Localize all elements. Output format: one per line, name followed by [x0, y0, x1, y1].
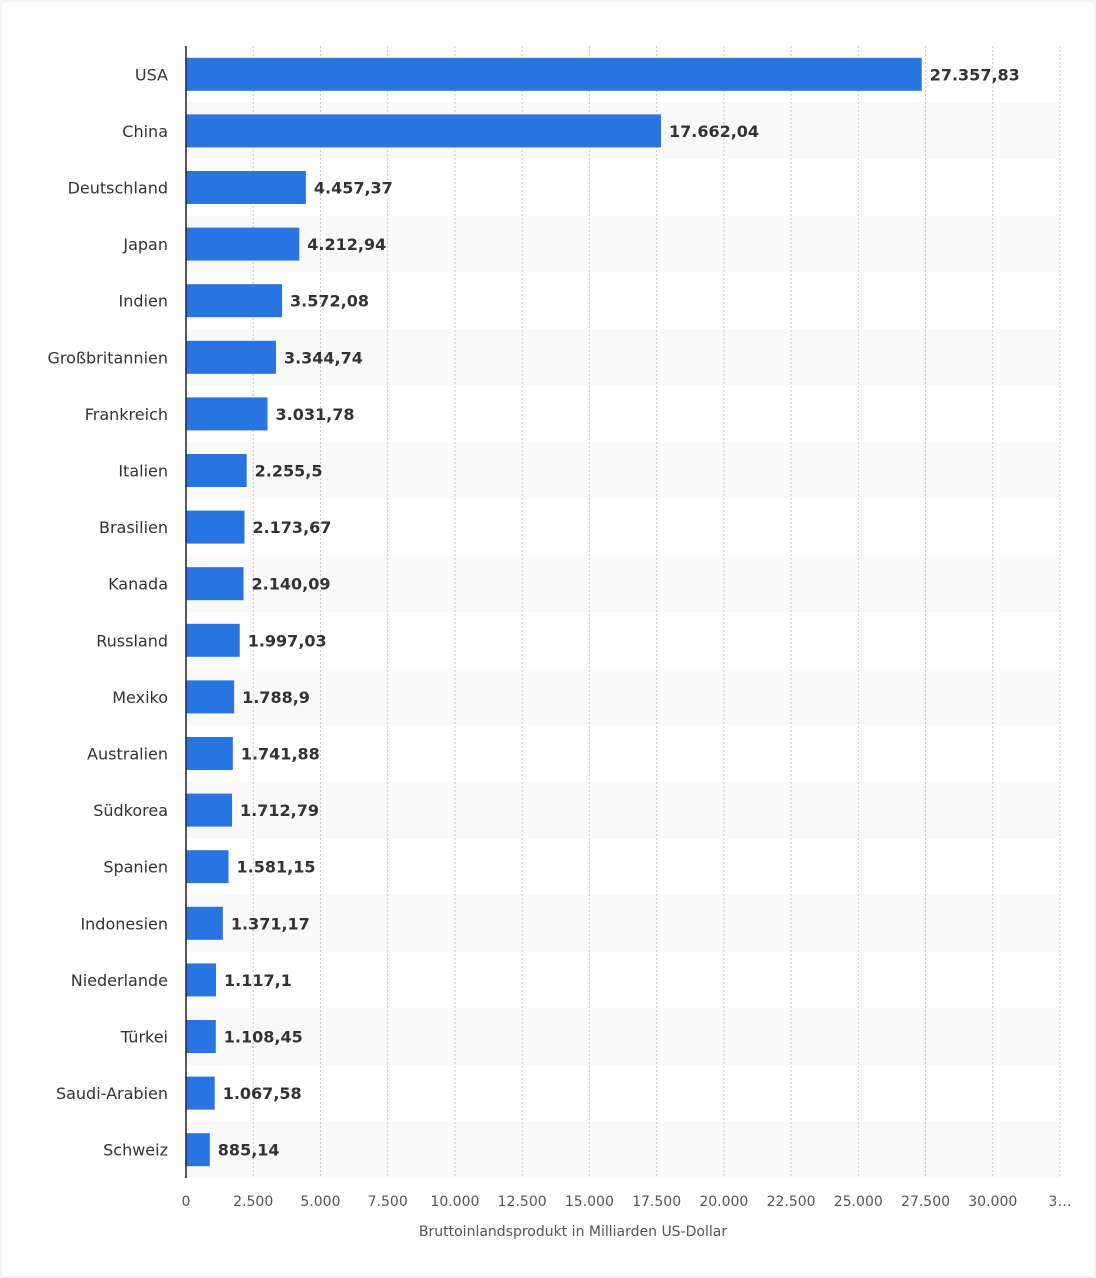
value-label: 1.067,58 [223, 1084, 302, 1103]
x-tick-label: 22.500 [767, 1194, 816, 1210]
value-label: 3.031,78 [276, 405, 355, 424]
bar [186, 963, 217, 997]
bar [186, 57, 922, 91]
row-band [186, 781, 1060, 839]
row-band [186, 442, 1060, 499]
bar [186, 623, 240, 657]
x-tick-label: 3… [1049, 1194, 1072, 1210]
category-label: USA [135, 65, 168, 84]
bar [186, 227, 300, 261]
category-label: Brasilien [99, 518, 168, 537]
bar [186, 1076, 215, 1110]
value-label: 2.173,67 [252, 518, 331, 537]
x-tick-label: 7.500 [368, 1194, 408, 1210]
value-label: 1.108,45 [224, 1028, 303, 1047]
bars [186, 57, 922, 1167]
x-tick-label: 0 [182, 1194, 191, 1210]
category-label: Frankreich [85, 405, 168, 424]
value-label: 1.741,88 [241, 745, 320, 764]
bar [186, 793, 233, 827]
value-labels: 27.357,83 17.662,04 4.457,37 4.212,94 3.572,… [218, 65, 1020, 1159]
value-label: 1.581,15 [237, 858, 316, 877]
bar [186, 510, 245, 544]
value-label: 3.572,08 [290, 292, 369, 311]
x-tick-label: 17.500 [632, 1194, 681, 1210]
category-label: Indien [119, 292, 168, 311]
category-label: Schweiz [103, 1141, 168, 1160]
x-tick-label: 10.000 [430, 1194, 479, 1210]
category-label: China [122, 122, 168, 141]
value-label: 2.140,09 [252, 575, 331, 594]
bar [186, 340, 276, 374]
value-label: 17.662,04 [669, 122, 759, 141]
value-label: 4.212,94 [307, 235, 386, 254]
category-label: Niederlande [71, 971, 168, 990]
category-label: Indonesien [80, 914, 168, 933]
value-label: 1.788,9 [242, 688, 310, 707]
bar [186, 171, 306, 204]
x-tick-label: 20.000 [699, 1194, 748, 1210]
value-label: 1.997,03 [248, 631, 327, 650]
value-label: 1.117,1 [224, 971, 292, 990]
x-axis-title: Bruttoinlandsprodukt in Milliarden US-Do… [419, 1224, 727, 1240]
category-label: Japan [122, 235, 168, 254]
bar [186, 850, 229, 884]
category-label: Südkorea [93, 801, 168, 820]
value-label: 4.457,37 [314, 179, 393, 198]
bar [186, 737, 233, 770]
row-bands [186, 102, 1060, 1178]
x-tick-label: 27.500 [901, 1194, 950, 1210]
x-tick-label: 12.500 [498, 1194, 547, 1210]
row-band [186, 895, 1060, 952]
x-tick-label: 2.500 [233, 1194, 273, 1210]
row-band [186, 555, 1060, 612]
x-tick-label: 15.000 [565, 1194, 614, 1210]
value-label: 1.371,17 [231, 914, 310, 933]
bar [186, 114, 661, 148]
row-band [186, 329, 1060, 386]
row-band [186, 215, 1060, 273]
category-label: Saudi-Arabien [56, 1084, 168, 1103]
category-label: Australien [87, 745, 168, 764]
value-label: 3.344,74 [284, 348, 363, 367]
bar [186, 680, 235, 714]
value-label: 2.255,5 [255, 462, 323, 481]
x-tick-label: 5.000 [300, 1194, 340, 1210]
x-axis-ticks: 0 2.500 5.000 7.500 10.000 12.500 15.000 17.500… [182, 1194, 1072, 1210]
bar [186, 906, 223, 940]
category-label: Spanien [103, 858, 168, 877]
x-tick-label: 30.000 [968, 1194, 1017, 1210]
value-label: 885,14 [218, 1141, 280, 1160]
category-label: Mexiko [112, 688, 168, 707]
category-label: Italien [118, 462, 168, 481]
bar [186, 454, 247, 487]
category-label: Deutschland [68, 179, 168, 198]
category-label: Türkei [120, 1028, 168, 1047]
value-label: 27.357,83 [930, 65, 1020, 84]
bar [186, 1020, 216, 1053]
bar [186, 397, 268, 431]
bar [186, 567, 244, 601]
row-band [186, 1121, 1060, 1178]
category-labels: USA China Deutschland Japan Indien Großbritan… [48, 65, 169, 1159]
category-label: Russland [96, 631, 168, 650]
row-band [186, 1008, 1060, 1065]
category-label: Großbritannien [48, 348, 168, 367]
value-label: 1.712,79 [240, 801, 319, 820]
row-band [186, 668, 1060, 726]
category-label: Kanada [108, 575, 168, 594]
bar [186, 284, 283, 318]
x-tick-label: 25.000 [834, 1194, 883, 1210]
bar [186, 1133, 210, 1167]
